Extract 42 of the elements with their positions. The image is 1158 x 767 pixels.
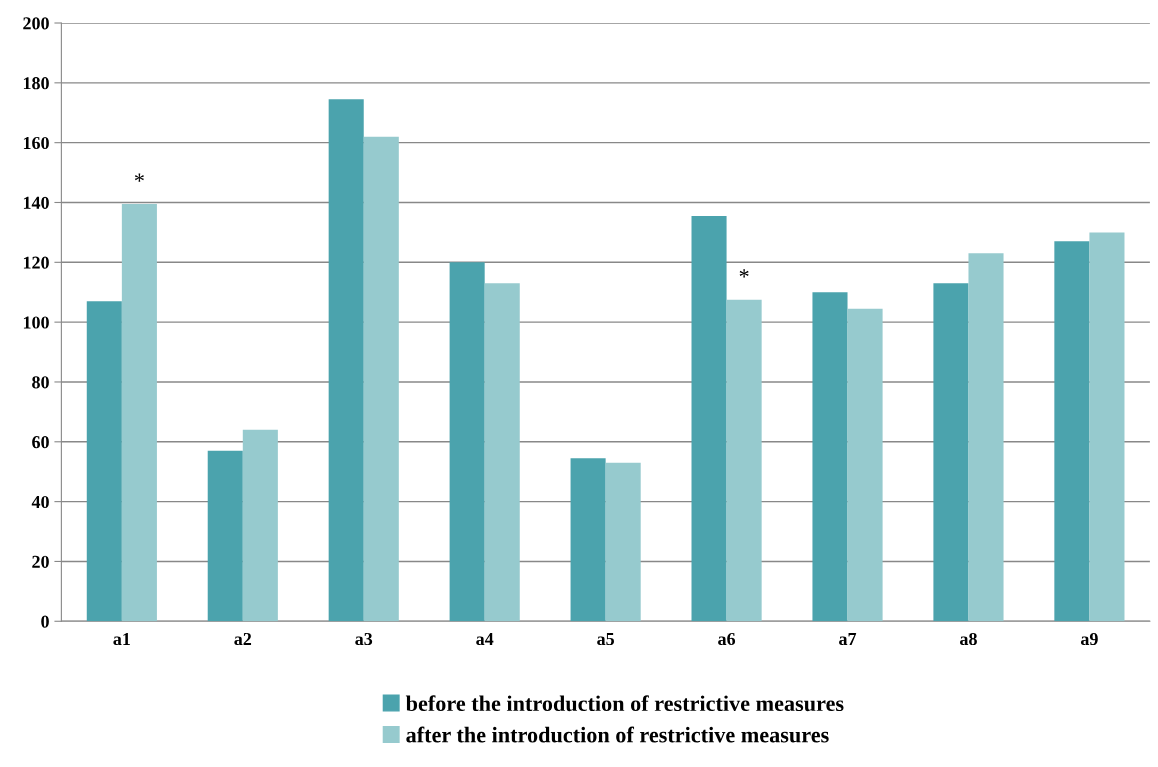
x-tick-label: a4 <box>476 633 494 646</box>
bar <box>570 458 606 622</box>
bar <box>933 283 969 622</box>
y-tick-label: 180 <box>23 77 49 90</box>
bar <box>484 283 520 622</box>
bar <box>847 308 883 622</box>
bar <box>1089 232 1125 622</box>
bar <box>1054 241 1090 622</box>
bar <box>207 450 243 622</box>
y-tick-label: 100 <box>23 316 49 329</box>
bar <box>968 253 1004 622</box>
y-tick-label: 40 <box>31 495 49 509</box>
y-tick-label: 200 <box>23 17 49 30</box>
x-tick-label: a7 <box>839 633 857 646</box>
annotation: * <box>739 269 749 278</box>
legend-label: after the introduction of restrictive measures <box>406 726 829 743</box>
y-tick-label: 20 <box>32 555 49 568</box>
y-tick-label: 120 <box>23 256 49 269</box>
bar <box>242 429 278 622</box>
bar <box>363 136 399 622</box>
y-tick-label: 80 <box>32 376 49 389</box>
y-tick-label: 0 <box>41 615 49 628</box>
y-tick-label: 140 <box>23 196 49 209</box>
x-tick-label: a1 <box>113 632 130 646</box>
y-tick-label: 60 <box>32 436 49 449</box>
bar <box>86 301 122 622</box>
y-tick-label: 160 <box>23 136 49 150</box>
bar <box>605 462 641 622</box>
x-tick-label: a5 <box>597 633 614 646</box>
x-tick-label: a8 <box>960 632 977 646</box>
bar <box>328 99 364 622</box>
x-tick-label: a2 <box>234 632 252 646</box>
annotation: * <box>134 173 144 182</box>
x-tick-label: a9 <box>1080 632 1098 646</box>
bar <box>812 292 848 622</box>
legend-label: before the introduction of restrictive measures <box>405 695 844 712</box>
x-tick-label: a3 <box>355 632 373 646</box>
bar <box>121 203 157 622</box>
bar <box>691 215 727 622</box>
bar <box>726 299 762 622</box>
x-tick-label: a6 <box>718 632 736 646</box>
bar <box>449 262 485 622</box>
